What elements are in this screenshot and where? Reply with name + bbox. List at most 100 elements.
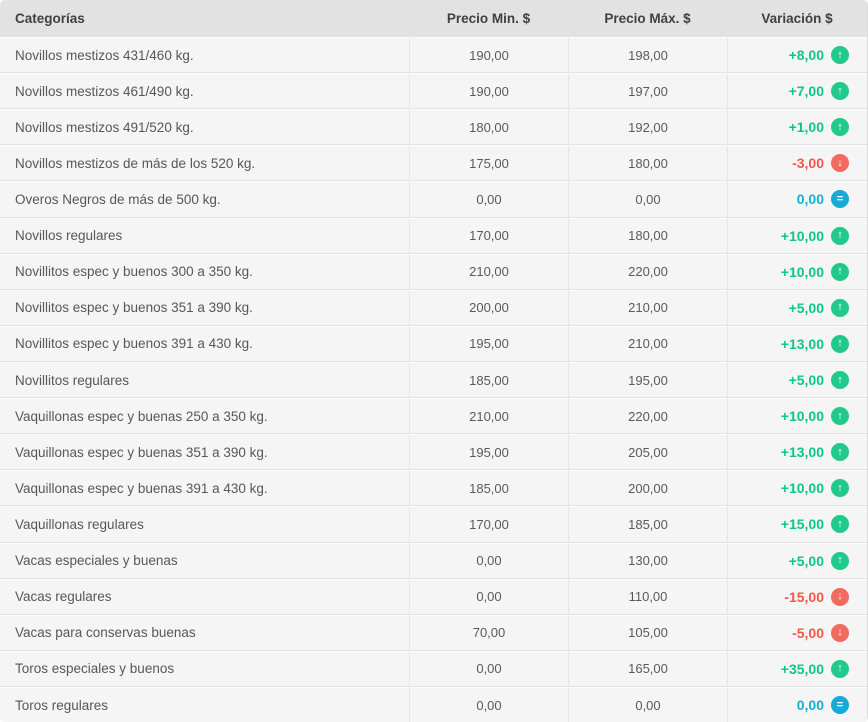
price-min-value: 185,00 xyxy=(469,372,509,388)
category-label: Novillos mestizos 461/490 kg. xyxy=(15,83,194,99)
price-max-cell: 180,00 xyxy=(568,146,727,181)
category-label: Vacas para conservas buenas xyxy=(15,625,196,641)
price-max-value: 210,00 xyxy=(628,300,668,316)
category-label: Novillitos espec y buenos 300 a 350 kg. xyxy=(15,264,253,280)
table-row: Novillos mestizos de más de los 520 kg. … xyxy=(0,145,867,182)
price-max-cell: 198,00 xyxy=(568,38,727,73)
category-label: Vaquillonas regulares xyxy=(15,516,144,532)
category-label: Novillitos regulares xyxy=(15,372,130,388)
variation-cell: +13,00 ↑ xyxy=(727,435,867,470)
category-cell: Vaquillonas espec y buenas 351 a 390 kg. xyxy=(0,435,409,469)
price-min-value: 195,00 xyxy=(469,444,509,460)
variation-value: -3,00 xyxy=(792,155,824,172)
table-row: Vaquillonas regulares 170,00 185,00 +15,… xyxy=(0,506,867,543)
column-header-price-min: Precio Min. $ xyxy=(446,11,531,26)
variation-value: +1,00 xyxy=(788,119,824,136)
category-cell: Novillos mestizos 461/490 kg. xyxy=(0,74,409,108)
price-min-cell: 0,00 xyxy=(409,543,568,578)
category-label: Overos Negros de más de 500 kg. xyxy=(15,191,221,207)
price-min-cell: 170,00 xyxy=(409,218,568,253)
variation-cell: +1,00 ↑ xyxy=(727,110,867,145)
price-max-cell: 165,00 xyxy=(568,651,727,686)
table-row: Toros especiales y buenos 0,00 165,00 +3… xyxy=(0,650,867,687)
arrow-up-circle-icon: ↑ xyxy=(831,407,849,426)
variation-value: +10,00 xyxy=(780,408,824,425)
category-cell: Novillos mestizos 431/460 kg. xyxy=(0,38,409,72)
arrow-up-circle-icon: ↑ xyxy=(831,118,849,137)
price-max-cell: 105,00 xyxy=(568,615,727,650)
arrow-up-circle-icon: ↑ xyxy=(831,515,849,534)
table-row: Vacas especiales y buenas 0,00 130,00 +5… xyxy=(0,542,867,579)
price-max-value: 197,00 xyxy=(628,83,668,99)
price-max-cell: 220,00 xyxy=(568,254,727,289)
arrow-up-circle-icon: ↑ xyxy=(831,82,849,101)
category-cell: Vacas regulares xyxy=(0,580,409,614)
price-min-value: 0,00 xyxy=(476,191,502,207)
category-cell: Novillitos espec y buenos 351 a 390 kg. xyxy=(0,291,409,325)
arrow-up-circle-icon: ↑ xyxy=(831,262,849,281)
arrow-up-circle-icon: ↑ xyxy=(831,46,849,65)
arrow-down-circle-icon: ↓ xyxy=(831,154,849,173)
price-max-cell: 192,00 xyxy=(568,110,727,145)
table-row: Novillos regulares 170,00 180,00 +10,00 … xyxy=(0,217,867,254)
table-row: Vacas para conservas buenas 70,00 105,00… xyxy=(0,614,867,651)
table-row: Toros regulares 0,00 0,00 0,00 = xyxy=(0,686,867,722)
arrow-up-circle-icon: ↑ xyxy=(831,479,849,498)
price-min-value: 200,00 xyxy=(469,300,509,316)
category-cell: Novillitos espec y buenos 300 a 350 kg. xyxy=(0,255,409,289)
category-label: Novillitos espec y buenos 351 a 390 kg. xyxy=(15,300,253,316)
category-label: Vaquillonas espec y buenas 351 a 390 kg. xyxy=(15,444,268,460)
category-cell: Vaquillonas espec y buenas 250 a 350 kg. xyxy=(0,399,409,433)
variation-cell: +5,00 ↑ xyxy=(727,543,867,578)
price-max-cell: 205,00 xyxy=(568,435,727,470)
price-max-value: 110,00 xyxy=(628,589,668,605)
price-max-cell: 220,00 xyxy=(568,399,727,434)
category-cell: Overos Negros de más de 500 kg. xyxy=(0,182,409,216)
category-label: Novillos mestizos 431/460 kg. xyxy=(15,47,194,63)
price-max-cell: 200,00 xyxy=(568,471,727,506)
price-min-value: 0,00 xyxy=(476,661,502,677)
category-cell: Vacas especiales y buenas xyxy=(0,544,409,578)
price-min-cell: 210,00 xyxy=(409,254,568,289)
equal-circle-icon: = xyxy=(831,190,849,209)
table-row: Novillitos espec y buenos 351 a 390 kg. … xyxy=(0,289,867,326)
price-min-cell: 0,00 xyxy=(409,651,568,686)
variation-value: +15,00 xyxy=(780,516,824,533)
price-max-value: 205,00 xyxy=(628,444,668,460)
price-min-value: 0,00 xyxy=(476,697,502,713)
price-max-cell: 197,00 xyxy=(568,74,727,109)
price-min-cell: 200,00 xyxy=(409,290,568,325)
category-label: Novillos mestizos 491/520 kg. xyxy=(15,119,194,135)
variation-value: +5,00 xyxy=(788,372,824,389)
price-max-value: 180,00 xyxy=(628,228,668,244)
variation-cell: 0,00 = xyxy=(727,182,867,217)
arrow-down-circle-icon: ↓ xyxy=(831,623,849,642)
price-min-cell: 170,00 xyxy=(409,507,568,542)
variation-cell: +10,00 ↑ xyxy=(727,399,867,434)
variation-value: -15,00 xyxy=(784,588,824,605)
price-min-cell: 185,00 xyxy=(409,362,568,398)
price-max-cell: 185,00 xyxy=(568,507,727,542)
arrow-up-circle-icon: ↑ xyxy=(831,371,849,390)
price-min-cell: 180,00 xyxy=(409,110,568,145)
table-row: Vaquillonas espec y buenas 391 a 430 kg.… xyxy=(0,470,867,507)
price-min-cell: 185,00 xyxy=(409,471,568,506)
column-header-price-max: Precio Máx. $ xyxy=(604,11,691,26)
variation-value: 0,00 xyxy=(796,697,824,714)
category-label: Toros regulares xyxy=(15,697,109,713)
price-max-cell: 0,00 xyxy=(568,182,727,217)
price-min-cell: 0,00 xyxy=(409,579,568,614)
price-max-value: 220,00 xyxy=(628,264,668,280)
price-min-value: 190,00 xyxy=(469,83,509,99)
category-cell: Novillos regulares xyxy=(0,219,409,253)
price-min-value: 175,00 xyxy=(469,155,509,171)
price-min-cell: 190,00 xyxy=(409,38,568,73)
variation-cell: +35,00 ↑ xyxy=(727,651,867,686)
table-row: Novillos mestizos 461/490 kg. 190,00 197… xyxy=(0,73,867,110)
variation-cell: -15,00 ↓ xyxy=(727,579,867,614)
table-row: Vacas regulares 0,00 110,00 -15,00 ↓ xyxy=(0,578,867,615)
price-min-value: 180,00 xyxy=(469,119,509,135)
variation-cell: +10,00 ↑ xyxy=(727,254,867,289)
variation-cell: +10,00 ↑ xyxy=(727,218,867,253)
